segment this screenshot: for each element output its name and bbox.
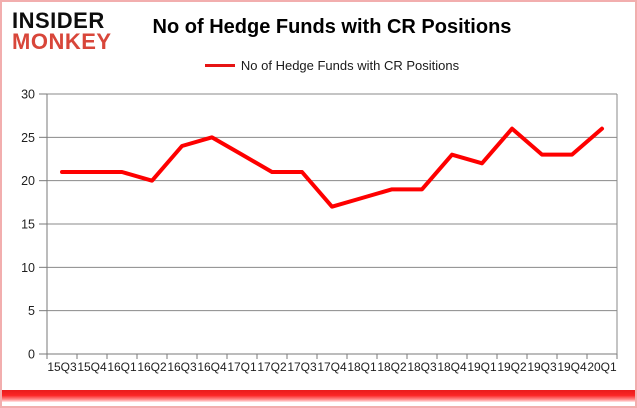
y-tick-label: 0 xyxy=(28,348,35,362)
x-tick-label: 16Q1 xyxy=(107,360,137,374)
x-tick-label: 16Q2 xyxy=(137,360,167,374)
bottom-red-bar xyxy=(2,390,635,402)
x-tick-label: 15Q4 xyxy=(77,360,107,374)
x-tick-label: 15Q3 xyxy=(47,360,77,374)
x-tick-label: 16Q4 xyxy=(197,360,227,374)
x-tick-label: 17Q4 xyxy=(317,360,347,374)
x-tick-label: 19Q1 xyxy=(467,360,497,374)
x-tick-label: 19Q3 xyxy=(527,360,557,374)
x-tick-label: 18Q4 xyxy=(437,360,467,374)
logo-line-insider: INSIDER xyxy=(12,8,105,33)
legend: No of Hedge Funds with CR Positions xyxy=(47,58,617,73)
legend-line-swatch xyxy=(204,64,235,67)
insider-monkey-logo: INSIDER MONKEY xyxy=(12,8,112,55)
x-tick-label: 17Q1 xyxy=(227,360,257,374)
series-line xyxy=(60,126,604,209)
y-tick-label: 20 xyxy=(21,174,35,188)
x-tick-label: 17Q2 xyxy=(257,360,287,374)
legend-label: No of Hedge Funds with CR Positions xyxy=(240,58,460,73)
y-tick-label: 10 xyxy=(21,261,35,275)
x-tick-label: 19Q2 xyxy=(497,360,527,374)
chart-title: No of Hedge Funds with CR Positions xyxy=(152,16,512,38)
x-tick-label: 18Q3 xyxy=(407,360,437,374)
y-tick-label: 15 xyxy=(21,218,35,232)
y-tick-label: 5 xyxy=(28,304,35,318)
y-tick-label: 30 xyxy=(21,88,35,102)
x-tick-label: 18Q1 xyxy=(347,360,377,374)
x-tick-label: 17Q3 xyxy=(287,360,317,374)
x-tick-label: 16Q3 xyxy=(167,360,197,374)
x-tick-label: 20Q1 xyxy=(587,360,617,374)
logo-line-monkey: MONKEY xyxy=(12,29,112,55)
x-tick-label: 18Q2 xyxy=(377,360,407,374)
y-tick-label: 25 xyxy=(21,131,35,145)
x-tick-label: 19Q4 xyxy=(557,360,587,374)
